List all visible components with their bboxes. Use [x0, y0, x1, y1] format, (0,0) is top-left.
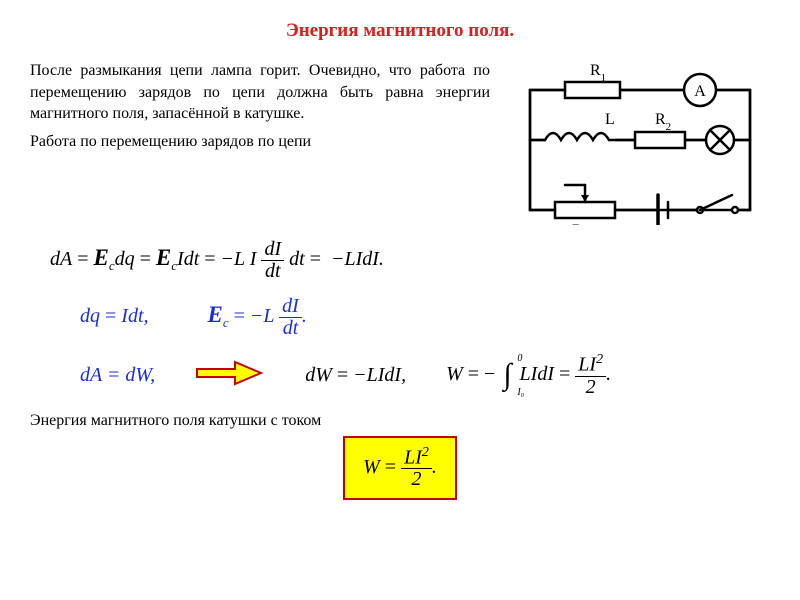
eq-dA-long: dA = Ecdq = EcIdt = −L I dIdt dt = −LIdI… — [50, 239, 770, 282]
page-title: Энергия магнитного поля. — [30, 20, 770, 42]
top-row: После размыкания цепи лампа горит. Очеви… — [30, 60, 770, 225]
label-A: A — [694, 83, 706, 100]
label-r0: R0 — [572, 222, 589, 225]
eq-W-integral: W = − ∫0I₀ LIdI = LI22. — [446, 353, 611, 398]
paragraph-1: После размыкания цепи лампа горит. Очеви… — [30, 60, 490, 125]
arrow-icon — [195, 359, 265, 392]
eq-dAdW: dA = dW, — [80, 364, 155, 387]
eq-dq: dq = Idt, — [80, 305, 154, 327]
final-result-wrap: W = LI22. — [30, 430, 770, 501]
eq-ec: Ec = −L dIdt. — [208, 305, 307, 327]
eq-row-energy: dA = dW, dW = −LIdI, W = − ∫0I₀ LIdI = L… — [80, 353, 770, 398]
intro-text: После размыкания цепи лампа горит. Очеви… — [30, 60, 490, 225]
caption-2: Энергия магнитного поля катушки с током — [30, 412, 770, 430]
label-r1: R1 — [590, 62, 606, 84]
eq-dq-ec-row: dq = Idt, Ec = −L dIdt. — [80, 296, 770, 339]
label-r2: R2 — [655, 111, 671, 133]
paragraph-2: Работа по перемещению зарядов по цепи — [30, 131, 490, 153]
final-result-box: W = LI22. — [343, 436, 457, 501]
eq-dW: dW = −LIdI, — [305, 364, 406, 387]
circuit-diagram: R1 A L R2 R0 ε — [510, 60, 770, 225]
label-L: L — [605, 111, 615, 128]
label-eps: ε — [670, 222, 678, 225]
